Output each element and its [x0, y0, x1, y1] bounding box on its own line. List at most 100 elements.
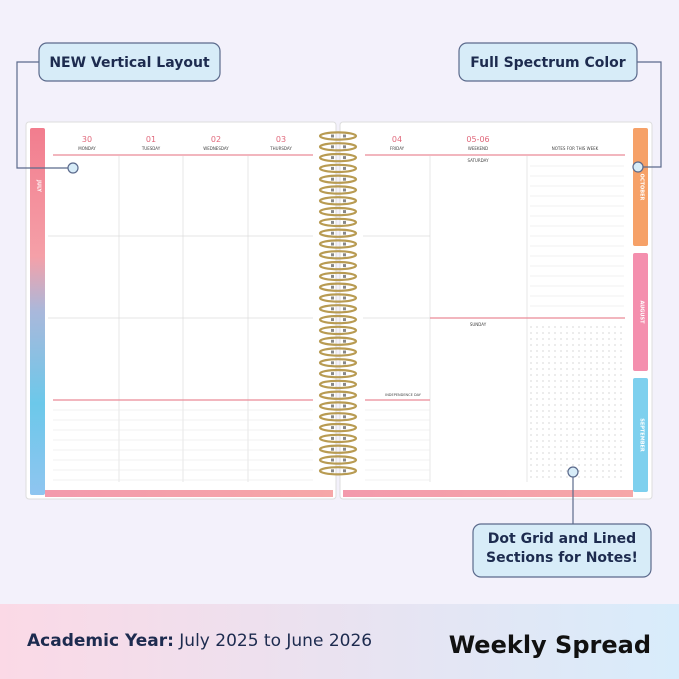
connectors: [16, 61, 662, 524]
spiral-coil: [318, 250, 358, 260]
holiday: INDEPENDENCE DAY: [385, 393, 422, 397]
spiral-hole: [331, 134, 334, 138]
footer-label: Academic Year:: [27, 631, 174, 651]
spiral-coil: [318, 455, 358, 465]
spiral-hole: [343, 382, 346, 386]
tab-label: AUGUST: [639, 301, 645, 325]
spiral-coil: [318, 401, 358, 411]
day-name: MONDAY: [78, 146, 96, 151]
spiral-hole: [343, 188, 346, 192]
spiral-coil: [318, 304, 358, 314]
spiral-hole: [343, 458, 346, 462]
spiral-hole: [331, 199, 334, 203]
spiral-coil: [318, 293, 358, 303]
spiral-coil: [318, 228, 358, 238]
day-name: WEDNESDAY: [203, 146, 229, 151]
tab-label: SEPTEMBER: [639, 418, 645, 452]
callout-notes-wrap: Dot Grid and Lined Sections for Notes!: [486, 531, 638, 566]
spiral-hole: [343, 231, 346, 235]
spiral-hole: [343, 372, 346, 376]
bottom-strip: [343, 490, 633, 497]
spiral-hole: [331, 458, 334, 462]
callout-color: Full Spectrum Color: [470, 55, 626, 71]
footer-title: Weekly Spread: [449, 631, 651, 659]
spiral-hole: [331, 231, 334, 235]
spiral-hole: [343, 339, 346, 343]
spiral-hole: [331, 145, 334, 149]
spiral-hole: [343, 404, 346, 408]
spiral-coil: [318, 239, 358, 249]
callout-box: [38, 42, 221, 82]
spiral-hole: [331, 210, 334, 214]
spiral-hole: [331, 426, 334, 430]
spiral-hole: [343, 415, 346, 419]
spiral-hole: [343, 318, 346, 322]
spiral-hole: [331, 296, 334, 300]
spiral-hole: [343, 296, 346, 300]
spiral-hole: [331, 318, 334, 322]
markers: [67, 161, 644, 478]
spiral-hole: [331, 372, 334, 376]
bottom-strip: [45, 490, 333, 497]
day-name: WEEKEND: [468, 146, 488, 151]
spiral-hole: [331, 285, 334, 289]
spiral-coil: [318, 185, 358, 195]
tab-october: [633, 128, 648, 246]
spiral-hole: [331, 166, 334, 170]
spiral-coil: [318, 206, 358, 217]
spiral-hole: [343, 393, 346, 397]
footer-range: July 2025 to June 2026: [178, 631, 372, 651]
spiral-hole: [331, 382, 334, 386]
spiral-hole: [343, 436, 346, 440]
left-page: [25, 121, 337, 500]
spiral-coil: [318, 271, 358, 282]
spiral-coil: [318, 152, 358, 163]
spiral-coil: [318, 466, 358, 476]
spiral-hole: [343, 253, 346, 257]
spiral-hole: [343, 426, 346, 430]
spiral-coil: [318, 347, 358, 357]
spiral-hole: [343, 469, 346, 473]
spiral-hole: [331, 274, 334, 278]
spiral-hole: [343, 210, 346, 214]
grid: [48, 156, 528, 482]
spiral-coil: [318, 174, 358, 184]
accent-lines: [53, 154, 625, 401]
spiral-hole: [331, 177, 334, 181]
spiral-hole: [343, 177, 346, 181]
spiral-coil: [318, 379, 358, 390]
spiral: [318, 131, 358, 476]
day-date: 03: [276, 135, 286, 144]
left-tab: [30, 128, 45, 495]
spiral-coil: [318, 336, 358, 346]
spiral-coil: [318, 422, 358, 433]
spiral-coil: [318, 325, 358, 336]
callout-layout: NEW Vertical Layout: [49, 55, 210, 71]
tab-label: JULY: [36, 179, 42, 192]
spiral-hole: [343, 361, 346, 365]
spiral-coil: [318, 390, 358, 400]
spiral-hole: [331, 328, 334, 332]
spiral-coil: [318, 131, 358, 141]
spiral-hole: [343, 145, 346, 149]
spiral-hole: [343, 166, 346, 170]
planner: 30 MONDAY 01 TUESDAY 02 WEDNESDAY 03 THU…: [25, 121, 653, 500]
spiral-hole: [331, 469, 334, 473]
day-name: THURSDAY: [269, 146, 292, 151]
day-name: TUESDAY: [141, 146, 161, 151]
spiral-hole: [331, 361, 334, 365]
spiral-coil: [318, 163, 358, 174]
dot-grid: [530, 322, 624, 482]
spiral-hole: [331, 188, 334, 192]
spiral-hole: [331, 253, 334, 257]
spiral-coil: [318, 412, 358, 422]
saturday: SATURDAY: [467, 158, 489, 163]
spiral-hole: [343, 274, 346, 278]
spiral-coil: [318, 260, 358, 271]
spiral-hole: [343, 285, 346, 289]
spiral-coil: [318, 368, 358, 379]
spiral-hole: [343, 199, 346, 203]
spiral-coil: [318, 314, 358, 325]
